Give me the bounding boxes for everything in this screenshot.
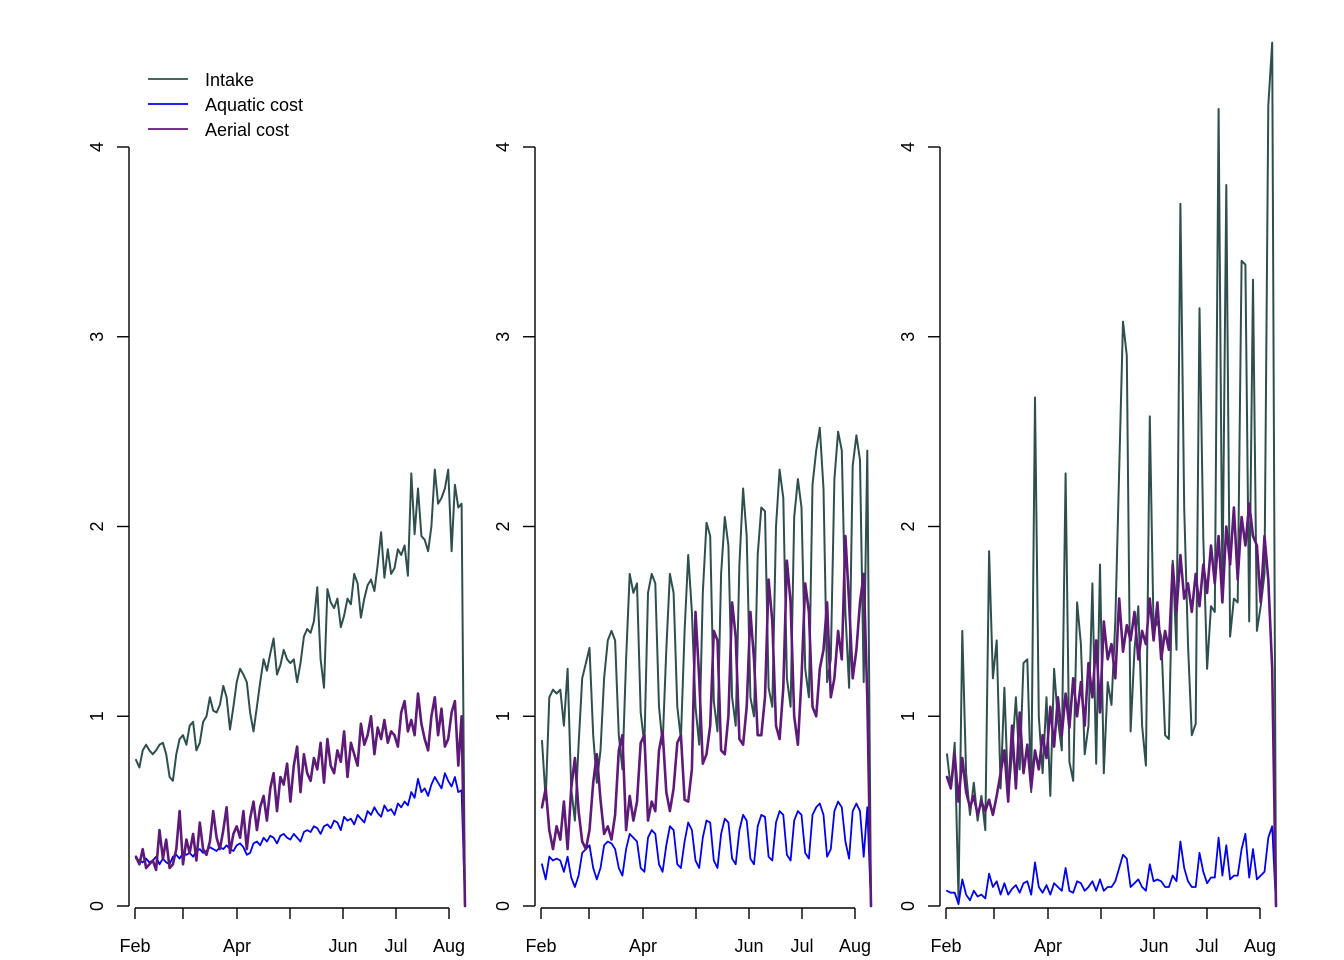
series-line-aquatic-cost (541, 800, 872, 907)
legend: Intake Aquatic cost Aerial cost (148, 70, 303, 140)
x-tick-label: Apr (629, 936, 657, 956)
y-tick-label: 1 (493, 711, 513, 721)
y-tick-label: 0 (87, 901, 107, 911)
y-tick-label: 4 (87, 142, 107, 152)
x-tick-label: Jun (1139, 936, 1168, 956)
y-tick-label: 0 (898, 901, 918, 911)
x-tick-label: Aug (433, 936, 465, 956)
chart-panels: 0 1 2 3 4 Feb Apr Jun Jul Aug 0 1 2 3 4 Feb Apr Jun Jul Aug… (87, 41, 1278, 956)
x-tick-label: Feb (930, 936, 961, 956)
x-tick-label: Feb (525, 936, 556, 956)
series-line-aerial-cost (134, 692, 467, 908)
series-line-intake (135, 468, 466, 907)
legend-label-aerial-cost: Aerial cost (205, 120, 289, 140)
x-tick-label: Aug (839, 936, 871, 956)
series-line-aerial-cost (945, 502, 1278, 908)
y-tick-label: 3 (87, 332, 107, 342)
y-tick-label: 0 (493, 901, 513, 911)
x-tick-label: Aug (1244, 936, 1276, 956)
chart-panel-1: 0 1 2 3 4 Feb Apr Jun Jul Aug (87, 142, 467, 956)
legend-label-intake: Intake (205, 70, 254, 90)
y-tick-label: 4 (898, 142, 918, 152)
y-tick-label: 2 (87, 521, 107, 531)
series-line-aerial-cost (540, 534, 873, 908)
y-tick-label: 3 (493, 332, 513, 342)
x-tick-label: Jun (734, 936, 763, 956)
series-line-aquatic-cost (946, 825, 1277, 907)
y-tick-label: 1 (87, 711, 107, 721)
chart-panel-3: 0 1 2 3 4 Feb Apr Jun Jul Aug (898, 41, 1278, 956)
y-tick-label: 2 (898, 521, 918, 531)
x-tick-label: Jul (1195, 936, 1218, 956)
y-tick-label: 3 (898, 332, 918, 342)
x-tick-label: Jun (328, 936, 357, 956)
series-line-aquatic-cost (135, 772, 466, 907)
x-tick-label: Jul (790, 936, 813, 956)
legend-label-aquatic-cost: Aquatic cost (205, 95, 303, 115)
y-tick-label: 1 (898, 711, 918, 721)
series-line-intake (946, 41, 1277, 907)
x-tick-label: Apr (1034, 936, 1062, 956)
chart-panel-2: 0 1 2 3 4 Feb Apr Jun Jul Aug (493, 142, 873, 956)
y-tick-label: 2 (493, 521, 513, 531)
x-tick-label: Feb (119, 936, 150, 956)
x-tick-label: Jul (384, 936, 407, 956)
x-tick-label: Apr (223, 936, 251, 956)
series-line-intake (541, 426, 872, 907)
y-tick-label: 4 (493, 142, 513, 152)
